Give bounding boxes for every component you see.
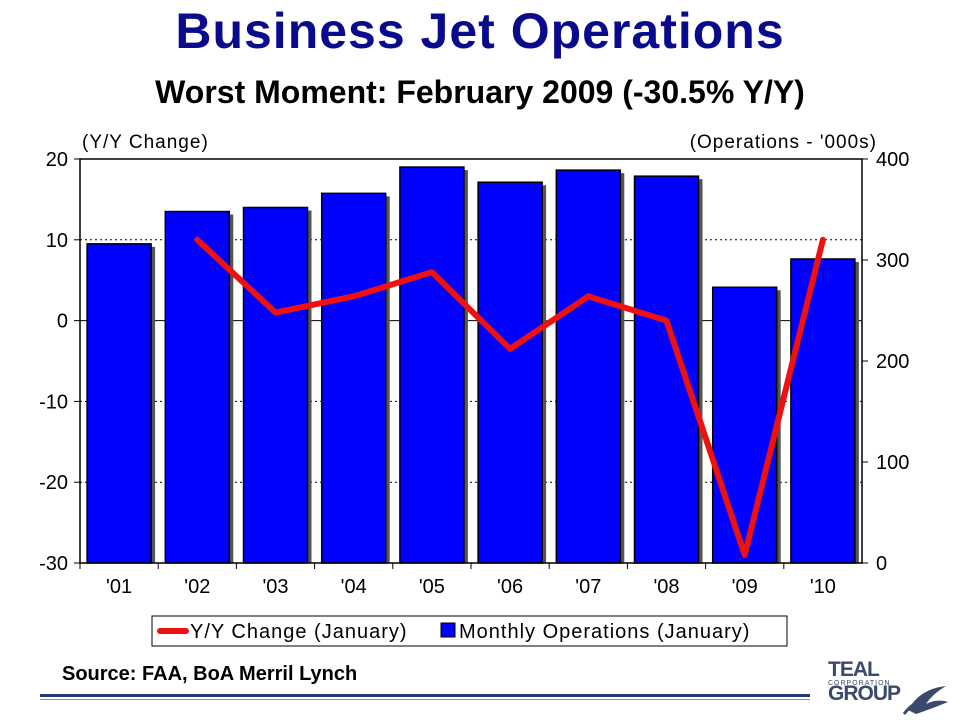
left-tick-label: -20 [39, 472, 68, 494]
x-tick-label: '04 [341, 576, 367, 598]
right-axis-label: (Operations - '000s) [690, 132, 877, 153]
right-tick-label: 300 [876, 250, 909, 272]
left-tick-label: -10 [39, 391, 68, 413]
right-tick-label: 400 [876, 149, 909, 171]
bar [242, 206, 309, 564]
chart-title: Business Jet Operations [175, 3, 785, 59]
x-tick-label: '07 [575, 576, 601, 598]
right-tick-label: 200 [876, 351, 909, 373]
right-axis-ticks: 400 300 200 100 0 [862, 149, 909, 575]
footer-rule [40, 694, 810, 697]
line-point [196, 239, 198, 241]
bar [477, 181, 543, 564]
line-point [275, 312, 276, 314]
x-tick-label: '03 [262, 576, 288, 598]
line-point [822, 239, 824, 241]
legend-label-yy-change: Y/Y Change (January) [190, 621, 408, 643]
bar [86, 243, 152, 564]
legend-label-monthly-operations: Monthly Operations (January) [459, 621, 750, 643]
footer-rule-thin [40, 699, 810, 700]
x-tick-label: '06 [497, 576, 523, 598]
left-tick-label: 20 [46, 149, 68, 171]
line-series [194, 236, 826, 558]
legend-box [151, 615, 788, 647]
bar [555, 169, 622, 564]
x-tick-label: '08 [653, 576, 679, 598]
teal-group-logo: TEAL GROUP CORPORATION [812, 658, 952, 718]
line-point [666, 320, 667, 322]
bar [633, 175, 700, 564]
bar [790, 258, 856, 564]
line-point [431, 271, 433, 273]
legend: Y/Y Change (January) Monthly Operations … [151, 615, 788, 647]
logo-sub: CORPORATION [828, 680, 891, 687]
right-tick-label: 100 [876, 452, 909, 474]
chart-subtitle: Worst Moment: February 2009 (-30.5% Y/Y) [155, 74, 805, 110]
bar-series [86, 166, 859, 564]
left-tick-label: 10 [46, 230, 68, 252]
left-axis-ticks: 20 10 0 -10 -20 -30 [39, 149, 80, 575]
x-axis-ticks: '01 '02 '03 '04 '05 '06 '07 '08 '09 '10 [79, 563, 836, 598]
bar [320, 192, 387, 564]
bar [711, 286, 778, 564]
chart-area: (Y/Y Change) (Operations - '000s) 20100-… [39, 132, 909, 647]
left-tick-label: -30 [39, 553, 68, 575]
bar [399, 166, 465, 564]
line-point [509, 348, 511, 350]
x-tick-label: '09 [732, 576, 758, 598]
line-point [587, 295, 589, 297]
source-note: Source: FAA, BoA Merril Lynch [62, 663, 358, 685]
x-tick-label: '05 [419, 576, 445, 598]
left-tick-label: 0 [57, 311, 68, 333]
bird-icon [902, 686, 948, 715]
line-point [744, 554, 746, 556]
logo-name: TEAL GROUP [828, 658, 901, 705]
x-tick-label: '01 [106, 576, 132, 598]
left-axis-label: (Y/Y Change) [82, 132, 209, 153]
x-tick-label: '02 [184, 576, 210, 598]
x-tick-label: '10 [810, 576, 836, 598]
right-tick-label: 0 [876, 553, 887, 575]
line-point [353, 295, 355, 297]
legend-bar-swatch [440, 622, 456, 638]
